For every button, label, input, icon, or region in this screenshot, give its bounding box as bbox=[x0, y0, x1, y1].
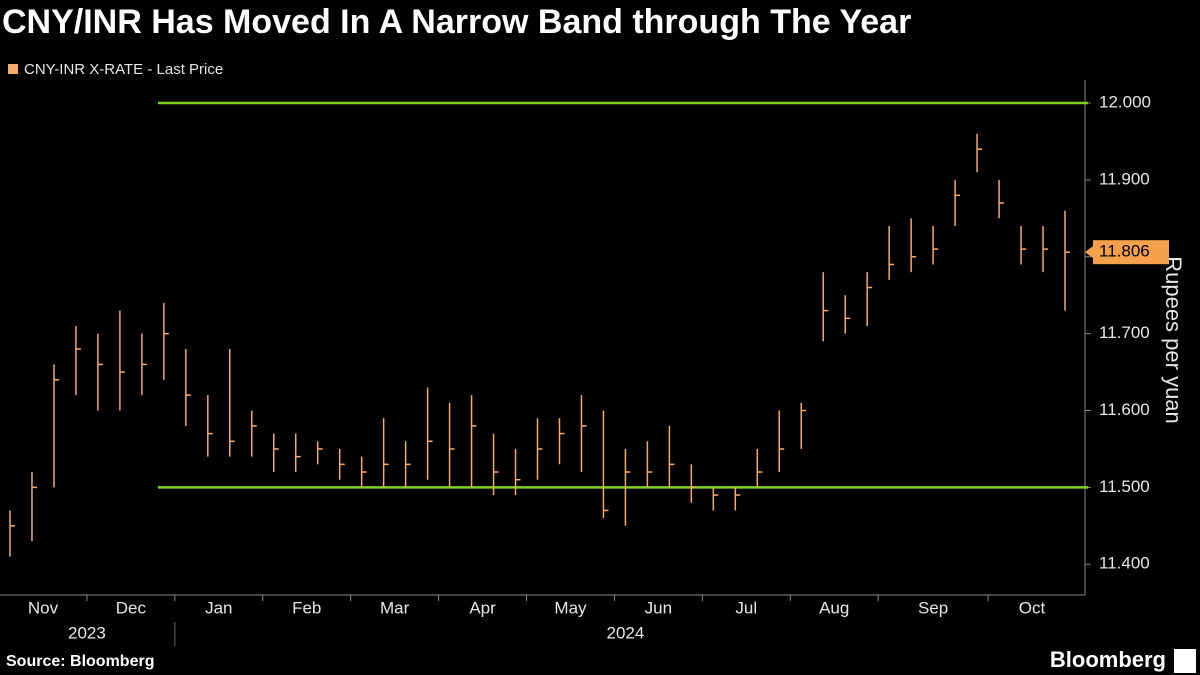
brand-icon bbox=[1174, 649, 1196, 673]
y-axis-label: Rupees per yuan bbox=[1161, 256, 1186, 424]
last-price-pointer bbox=[1085, 246, 1093, 259]
x-tick-label: May bbox=[554, 598, 587, 617]
chart-title: CNY/INR Has Moved In A Narrow Band throu… bbox=[2, 3, 911, 41]
x-tick-label: Jun bbox=[645, 598, 672, 617]
x-tick-label: Dec bbox=[116, 598, 147, 617]
year-label: 2023 bbox=[68, 623, 106, 642]
x-tick-label: Apr bbox=[469, 598, 496, 617]
x-tick-label: Sep bbox=[918, 598, 948, 617]
legend-label: CNY-INR X-RATE - Last Price bbox=[24, 61, 223, 78]
year-label: 2024 bbox=[607, 623, 645, 642]
x-tick-label: Feb bbox=[292, 598, 321, 617]
y-tick-label: 11.600 bbox=[1099, 400, 1150, 419]
source: Source: Bloomberg bbox=[6, 653, 154, 670]
x-tick-label: Aug bbox=[819, 598, 849, 617]
y-tick-label: 11.500 bbox=[1099, 477, 1150, 496]
y-tick-label: 12.000 bbox=[1099, 93, 1151, 112]
y-tick-label: 11.400 bbox=[1099, 554, 1150, 573]
x-tick-label: Oct bbox=[1019, 598, 1046, 617]
x-tick-label: Jul bbox=[735, 598, 757, 617]
x-tick-label: Jan bbox=[205, 598, 232, 617]
last-price-tag bbox=[1093, 240, 1169, 265]
x-tick-label: Nov bbox=[28, 598, 59, 617]
brand: Bloomberg bbox=[1050, 647, 1166, 672]
y-tick-label: 11.700 bbox=[1099, 323, 1150, 342]
legend-swatch bbox=[8, 64, 18, 74]
y-tick-label: 11.900 bbox=[1099, 169, 1150, 188]
last-price-label: 11.806 bbox=[1099, 242, 1150, 261]
x-tick-label: Mar bbox=[380, 598, 410, 617]
